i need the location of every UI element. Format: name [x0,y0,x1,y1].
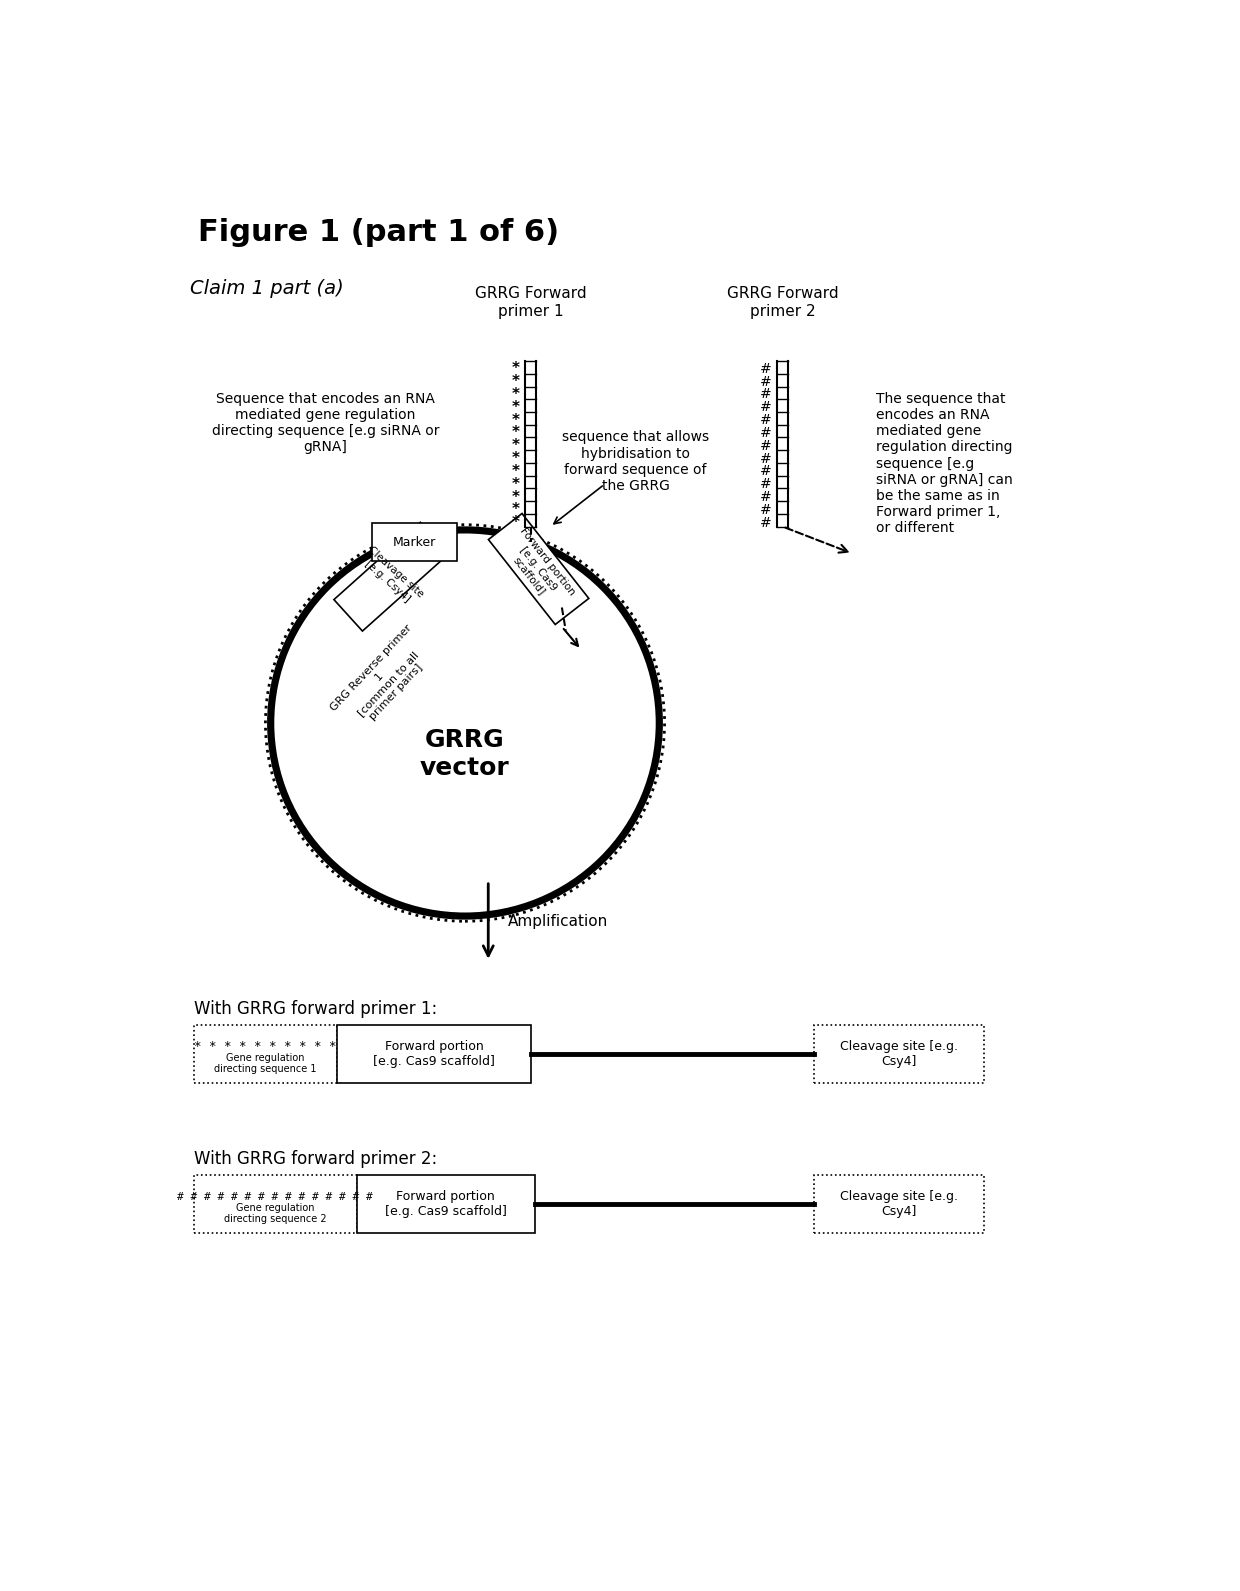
Text: GRG Reverse primer
1
[common to all
primer pairs]: GRG Reverse primer 1 [common to all prim… [329,624,439,737]
Bar [489,514,589,625]
Text: Sequence that encodes an RNA
mediated gene regulation
directing sequence [e.g si: Sequence that encodes an RNA mediated ge… [212,391,439,455]
FancyBboxPatch shape [372,523,458,562]
Text: The sequence that
encodes an RNA
mediated gene
regulation directing
sequence [e.: The sequence that encodes an RNA mediate… [875,391,1013,536]
Bar [337,1025,531,1083]
Text: #: # [760,414,771,426]
Text: GRRG Forward
primer 1: GRRG Forward primer 1 [475,286,587,318]
Text: Forward portion
[e.g. Cas9
scaffold]: Forward portion [e.g. Cas9 scaffold] [500,527,577,613]
Bar [193,1025,337,1083]
Text: *: * [511,387,520,403]
Bar [813,1176,985,1233]
Text: GRRG Forward
primer 2: GRRG Forward primer 2 [727,286,838,318]
Text: #: # [760,503,771,517]
Text: #: # [760,477,771,492]
Text: Marker: Marker [393,536,436,549]
Text: Forward portion
[e.g. Cas9 scaffold]: Forward portion [e.g. Cas9 scaffold] [384,1190,507,1219]
Text: #: # [760,388,771,401]
Text: #: # [760,374,771,388]
Text: Cleavage site [e.g.
Csy4]: Cleavage site [e.g. Csy4] [839,1190,959,1219]
Bar [334,522,449,632]
Text: #: # [760,465,771,479]
Text: With GRRG forward primer 1:: With GRRG forward primer 1: [193,1001,436,1018]
Text: Amplification: Amplification [507,913,608,929]
Text: * * * * * * * * * *: * * * * * * * * * * [195,1041,337,1053]
Bar [357,1176,534,1233]
Text: *: * [511,503,520,517]
Text: *: * [511,374,520,390]
Text: Cleavage site
[e.g. Csy4]: Cleavage site [e.g. Csy4] [358,546,425,608]
Text: *: * [511,412,520,428]
Text: GRRG
vector: GRRG vector [420,729,510,780]
Text: #: # [760,515,771,530]
Text: #: # [760,361,771,375]
Text: *: * [511,477,520,492]
Text: Gene regulation
directing sequence 1: Gene regulation directing sequence 1 [215,1053,316,1074]
Text: sequence that allows
hybridisation to
forward sequence of
the GRRG: sequence that allows hybridisation to fo… [562,431,709,493]
Text: *: * [511,399,520,415]
Text: Figure 1 (part 1 of 6): Figure 1 (part 1 of 6) [197,218,559,247]
Text: #: # [760,401,771,414]
Bar [813,1025,985,1083]
Text: # # # # # # # # # # # # # # #: # # # # # # # # # # # # # # # [177,1192,373,1201]
Text: Forward portion
[e.g. Cas9 scaffold]: Forward portion [e.g. Cas9 scaffold] [373,1041,495,1068]
Bar [193,1176,357,1233]
Text: *: * [511,438,520,453]
Text: *: * [511,361,520,377]
Text: *: * [511,490,520,504]
Text: #: # [760,439,771,453]
Text: *: * [511,452,520,466]
Text: *: * [511,465,520,479]
Text: #: # [760,426,771,441]
Text: Gene regulation
directing sequence 2: Gene regulation directing sequence 2 [223,1203,326,1225]
Text: Cleavage site [e.g.
Csy4]: Cleavage site [e.g. Csy4] [839,1041,959,1068]
Text: Claim 1 part (a): Claim 1 part (a) [190,280,343,299]
Text: *: * [511,425,520,441]
Text: *: * [511,515,520,530]
Text: #: # [760,452,771,466]
Text: With GRRG forward primer 2:: With GRRG forward primer 2: [193,1150,436,1168]
Text: #: # [760,490,771,504]
